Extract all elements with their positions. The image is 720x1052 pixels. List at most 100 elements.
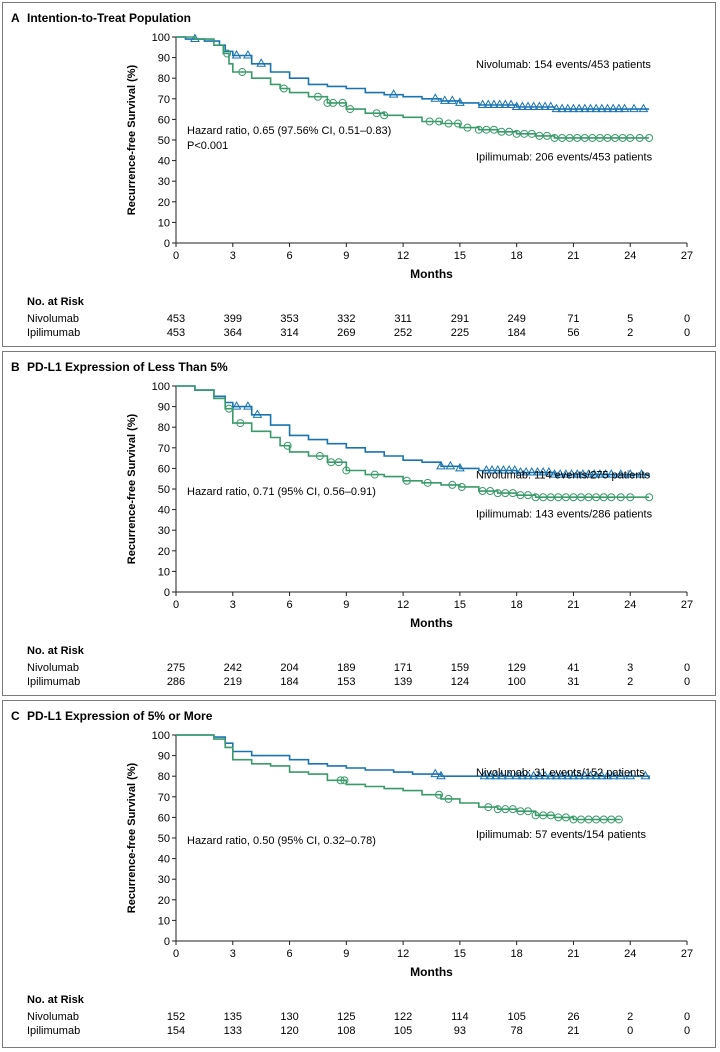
censor-mark-ipilimumab bbox=[542, 131, 551, 140]
censor-mark-nivolumab bbox=[490, 770, 501, 780]
censor-mark-nivolumab bbox=[430, 93, 441, 102]
x-tick-label: 24 bbox=[624, 948, 636, 960]
censor-mark-nivolumab bbox=[445, 460, 456, 470]
censor-mark-nivolumab bbox=[506, 99, 516, 108]
x-tick-label: 0 bbox=[173, 948, 179, 960]
censor-mark-ipilimumab bbox=[342, 466, 351, 475]
risk-value: 189 bbox=[337, 662, 355, 674]
x-tick-label: 12 bbox=[397, 948, 409, 960]
censor-mark-nivolumab bbox=[561, 469, 571, 478]
censor-mark-ipilimumab bbox=[645, 493, 654, 502]
chart-title: Intention-to-Treat Population bbox=[27, 11, 191, 25]
y-tick-label: 70 bbox=[158, 94, 170, 106]
censor-mark-ipilimumab bbox=[607, 815, 616, 824]
censor-mark-ipilimumab bbox=[474, 125, 483, 134]
x-tick-label: 27 bbox=[681, 599, 693, 611]
risk-value: 0 bbox=[684, 1011, 690, 1023]
y-tick-label: 20 bbox=[158, 197, 170, 209]
censor-mark-nivolumab bbox=[602, 103, 613, 113]
censor-mark-nivolumab bbox=[583, 469, 594, 478]
censor-mark-ipilimumab bbox=[486, 487, 495, 496]
censor-mark-ipilimumab bbox=[611, 133, 620, 142]
censor-mark-ipilimumab bbox=[535, 131, 544, 140]
censor-mark-ipilimumab bbox=[618, 133, 627, 142]
censor-mark-ipilimumab bbox=[482, 125, 491, 134]
censor-mark-ipilimumab bbox=[573, 133, 582, 142]
series-label-nivolumab: Nivolumab: 31 events/152 patients bbox=[476, 767, 645, 779]
censor-mark-nivolumab bbox=[455, 97, 465, 106]
censor-mark-ipilimumab bbox=[425, 117, 434, 126]
censor-mark-nivolumab bbox=[532, 467, 543, 476]
censor-mark-ipilimumab bbox=[626, 493, 635, 502]
y-tick-label: 30 bbox=[158, 874, 170, 886]
y-tick-label: 90 bbox=[158, 53, 170, 65]
censor-mark-ipilimumab bbox=[501, 805, 510, 814]
survival-curve-nivolumab bbox=[176, 36, 650, 110]
risk-value: 311 bbox=[394, 313, 412, 325]
censor-mark-nivolumab bbox=[190, 33, 200, 43]
x-axis-title: Months bbox=[410, 616, 453, 630]
censor-mark-ipilimumab bbox=[584, 493, 593, 502]
x-tick-label: 21 bbox=[567, 599, 579, 611]
censor-mark-nivolumab bbox=[500, 99, 511, 108]
censor-mark-ipilimumab bbox=[346, 105, 355, 114]
censor-mark-nivolumab bbox=[485, 770, 496, 780]
censor-mark-nivolumab bbox=[568, 103, 579, 113]
risk-value: 453 bbox=[167, 327, 185, 339]
risk-value: 139 bbox=[394, 676, 412, 688]
censor-mark-ipilimumab bbox=[279, 84, 288, 93]
risk-value: 108 bbox=[337, 1025, 355, 1037]
censor-mark-ipilimumab bbox=[546, 811, 555, 820]
risk-value: 0 bbox=[684, 1025, 690, 1037]
censor-mark-ipilimumab bbox=[550, 133, 559, 142]
risk-row-label: Nivolumab bbox=[27, 662, 79, 674]
x-tick-label: 9 bbox=[343, 599, 349, 611]
censor-mark-nivolumab bbox=[557, 103, 567, 113]
x-tick-label: 21 bbox=[567, 250, 579, 262]
censor-mark-ipilimumab bbox=[531, 493, 540, 502]
censor-mark-ipilimumab bbox=[561, 493, 570, 502]
censor-mark-ipilimumab bbox=[444, 119, 453, 128]
risk-value: 56 bbox=[567, 327, 579, 339]
x-tick-label: 24 bbox=[624, 250, 636, 262]
censor-mark-nivolumab bbox=[579, 103, 590, 113]
censor-mark-nivolumab bbox=[625, 770, 636, 780]
risk-value: 93 bbox=[454, 1025, 466, 1037]
censor-mark-nivolumab bbox=[489, 99, 499, 108]
risk-value: 100 bbox=[507, 676, 525, 688]
x-tick-label: 15 bbox=[454, 948, 466, 960]
censor-mark-nivolumab bbox=[566, 469, 577, 478]
censor-mark-nivolumab bbox=[528, 770, 539, 780]
risk-value: 124 bbox=[451, 676, 469, 688]
censor-mark-nivolumab bbox=[549, 469, 560, 478]
y-tick-label: 100 bbox=[152, 32, 170, 44]
censor-mark-nivolumab bbox=[589, 469, 600, 478]
series-label-nivolumab: Nivolumab: 114 events/275 patients bbox=[476, 470, 651, 482]
x-tick-label: 18 bbox=[511, 599, 523, 611]
panel-c: C PD-L1 Expression of 5% or More 0 10 20 30 40… bbox=[2, 700, 716, 1048]
risk-value: 242 bbox=[224, 662, 242, 674]
y-tick-label: 100 bbox=[152, 381, 170, 393]
risk-value: 184 bbox=[507, 327, 525, 339]
risk-value: 135 bbox=[224, 1011, 242, 1023]
y-tick-label: 30 bbox=[158, 525, 170, 537]
censor-mark-ipilimumab bbox=[327, 458, 336, 467]
risk-value: 2 bbox=[627, 327, 633, 339]
censor-mark-nivolumab bbox=[528, 101, 539, 111]
censor-mark-ipilimumab bbox=[493, 489, 502, 498]
censor-mark-nivolumab bbox=[430, 768, 441, 778]
risk-value: 78 bbox=[511, 1025, 523, 1037]
censor-mark-nivolumab bbox=[615, 469, 626, 478]
censor-mark-nivolumab bbox=[551, 103, 562, 113]
risk-value: 21 bbox=[567, 1025, 579, 1037]
risk-value: 159 bbox=[451, 662, 469, 674]
x-tick-label: 0 bbox=[173, 250, 179, 262]
censor-mark-nivolumab bbox=[540, 770, 550, 780]
censor-mark-ipilimumab bbox=[527, 129, 536, 138]
censor-mark-nivolumab bbox=[517, 770, 528, 780]
censor-mark-ipilimumab bbox=[402, 476, 411, 485]
y-tick-label: 50 bbox=[158, 833, 170, 845]
censor-mark-ipilimumab bbox=[493, 805, 502, 814]
censor-mark-nivolumab bbox=[615, 770, 626, 780]
y-tick-label: 100 bbox=[152, 730, 170, 742]
